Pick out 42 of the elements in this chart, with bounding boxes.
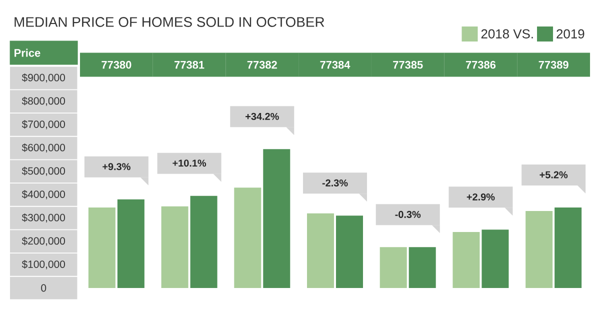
y-tick-label: 0: [41, 284, 46, 292]
bar: [190, 196, 218, 288]
annotation: +9.3%: [102, 163, 130, 170]
x-tick-label: 77384: [320, 60, 350, 69]
bar: [263, 149, 290, 288]
bar: [88, 208, 116, 288]
annotation: +10.1%: [172, 160, 206, 167]
y-tick-label: $500,000: [22, 166, 65, 176]
x-tick-label: 77381: [174, 60, 204, 69]
legend-label: 2019: [556, 29, 584, 38]
y-tick-label: $100,000: [22, 260, 65, 270]
bar: [554, 208, 582, 288]
y-tick-label: $200,000: [22, 236, 65, 246]
x-tick-label: 77389: [538, 60, 568, 69]
x-tick-label: 77382: [247, 60, 277, 69]
bar: [408, 247, 436, 288]
y-tick-label: $400,000: [22, 190, 65, 200]
y-axis-title: Price: [14, 48, 40, 57]
bar: [117, 199, 144, 288]
y-tick-label: $800,000: [22, 96, 65, 106]
annotation: +34.2%: [246, 112, 279, 120]
bar: [526, 211, 553, 288]
bar: [307, 213, 334, 288]
bar: [234, 188, 262, 288]
y-tick-label: $300,000: [22, 213, 65, 223]
legend-label: 2018 VS.: [481, 29, 533, 38]
chart-title: MEDIAN PRICE OF HOMES SOLD IN OCTOBER: [14, 17, 324, 27]
annotation: -2.3%: [322, 179, 348, 186]
bar: [336, 216, 363, 288]
bar: [380, 247, 407, 288]
x-tick-label: 77385: [393, 60, 423, 69]
y-tick-label: $700,000: [22, 120, 65, 130]
x-tick-label: 77386: [466, 60, 496, 69]
y-tick-label: $900,000: [22, 73, 65, 83]
annotation: +2.9%: [466, 193, 495, 200]
x-tick-label: 77380: [102, 60, 132, 69]
annotation: -0.3%: [395, 210, 421, 218]
y-tick-label: $600,000: [22, 143, 65, 153]
bar: [161, 206, 188, 288]
annotation: +5.2%: [540, 171, 568, 178]
bar: [452, 232, 480, 288]
bar: [482, 230, 509, 288]
